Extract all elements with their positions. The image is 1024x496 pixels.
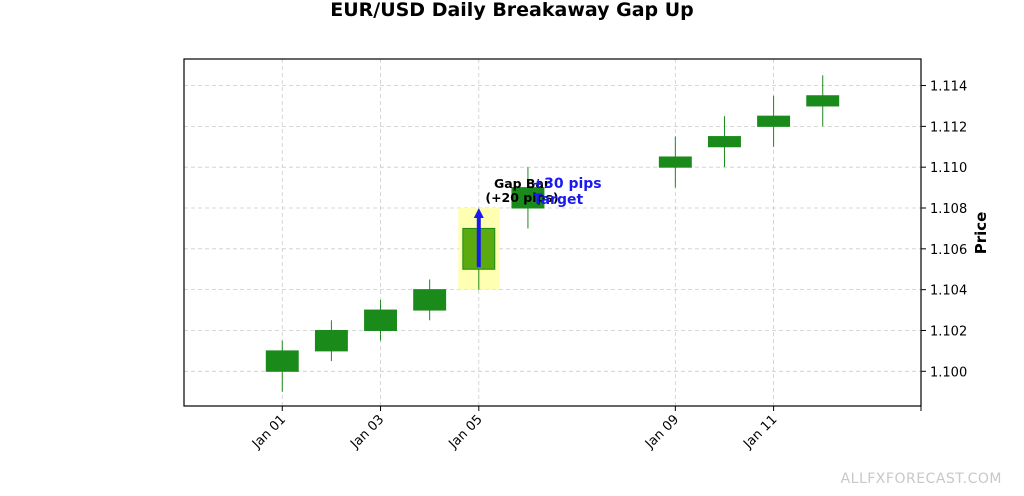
target-annotation-line2: Target <box>533 192 584 208</box>
y-axis-label: Price <box>972 212 990 255</box>
candle-body <box>658 156 692 168</box>
y-tick-label: 1.110 <box>930 161 967 176</box>
y-tick-label: 1.104 <box>930 284 967 299</box>
candle-body <box>806 95 840 107</box>
plot-frame <box>183 58 922 407</box>
candle-body <box>707 136 741 148</box>
candle <box>314 320 348 362</box>
candle <box>413 279 447 321</box>
candle-body <box>265 350 299 372</box>
gap-bar-annotation-line2: (+20 pips) <box>485 190 558 205</box>
x-tick-label: Jan 03 <box>347 412 387 452</box>
candle <box>806 75 840 127</box>
arrow-layer <box>473 208 484 268</box>
y-tick-label: 1.112 <box>930 120 967 135</box>
x-tick-label: Jan 11 <box>740 412 780 452</box>
candle-body <box>314 329 348 352</box>
x-axis: Jan 01 Jan 03 Jan 05 Jan 09 Jan 11 <box>249 406 922 452</box>
y-tick-label: 1.106 <box>930 243 967 258</box>
candle-body <box>413 289 447 311</box>
chart-title: EUR/USD Daily Breakaway Gap Up <box>330 0 694 21</box>
candle-body <box>364 309 398 331</box>
x-tick-label: Jan 05 <box>446 412 486 452</box>
x-tick-label: Jan 01 <box>249 412 289 452</box>
candle <box>265 340 299 392</box>
watermark: ALLFXFORECAST.COM <box>841 471 1002 487</box>
gap-bar-annotation-line1: Gap Bar <box>494 176 551 191</box>
y-tick-label: 1.102 <box>930 324 967 339</box>
y-axis: 1.100 1.102 1.104 1.106 1.108 1.110 1.112 1.114 <box>921 80 967 380</box>
candle <box>364 299 398 341</box>
target-annotation-line1: +30 pips <box>532 176 601 192</box>
candle-body <box>511 187 545 209</box>
candle <box>658 136 692 188</box>
candles-layer <box>265 75 840 392</box>
candle-body <box>757 115 791 127</box>
y-tick-label: 1.114 <box>930 80 967 95</box>
y-tick-label: 1.100 <box>930 365 967 380</box>
x-tick-label: Jan 09 <box>642 412 682 452</box>
y-tick-label: 1.108 <box>930 202 967 217</box>
candle <box>757 95 791 147</box>
candle <box>511 167 545 229</box>
candle <box>707 116 741 168</box>
target-arrow-head <box>473 208 484 219</box>
